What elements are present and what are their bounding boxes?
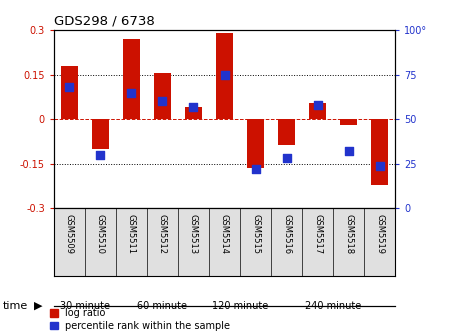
Text: time: time: [2, 301, 27, 311]
Text: GSM5509: GSM5509: [65, 214, 74, 254]
Text: 30 minute: 30 minute: [60, 301, 110, 311]
Text: GSM5517: GSM5517: [313, 214, 322, 254]
Bar: [340, 119, 357, 125]
Text: 60 minute: 60 minute: [137, 301, 187, 311]
Point: [221, 72, 228, 78]
Text: GSM5510: GSM5510: [96, 214, 105, 254]
Bar: [371, 119, 388, 184]
Point: [345, 149, 352, 154]
Point: [283, 156, 290, 161]
Text: GSM5514: GSM5514: [220, 214, 229, 254]
Text: GSM5518: GSM5518: [344, 214, 353, 254]
Text: GSM5511: GSM5511: [127, 214, 136, 254]
Point: [376, 163, 383, 168]
Text: GSM5515: GSM5515: [251, 214, 260, 254]
Point: [97, 152, 104, 158]
Bar: [185, 108, 202, 119]
Point: [66, 85, 73, 90]
Bar: [123, 39, 140, 119]
Bar: [247, 119, 264, 168]
Text: 120 minute: 120 minute: [212, 301, 268, 311]
Point: [252, 166, 259, 172]
Text: GDS298 / 6738: GDS298 / 6738: [54, 15, 154, 28]
Text: 240 minute: 240 minute: [305, 301, 361, 311]
Point: [128, 90, 135, 95]
Text: GSM5516: GSM5516: [282, 214, 291, 254]
Legend: log ratio, percentile rank within the sample: log ratio, percentile rank within the sa…: [50, 308, 230, 331]
Bar: [216, 33, 233, 119]
Text: ▶: ▶: [34, 301, 42, 311]
Bar: [154, 73, 171, 119]
Text: GSM5512: GSM5512: [158, 214, 167, 254]
Text: GSM5519: GSM5519: [375, 214, 384, 254]
Point: [314, 102, 321, 108]
Text: GSM5513: GSM5513: [189, 214, 198, 254]
Bar: [92, 119, 109, 149]
Bar: [309, 103, 326, 119]
Bar: [278, 119, 295, 144]
Bar: [61, 66, 78, 119]
Point: [159, 99, 166, 104]
Point: [190, 104, 197, 110]
